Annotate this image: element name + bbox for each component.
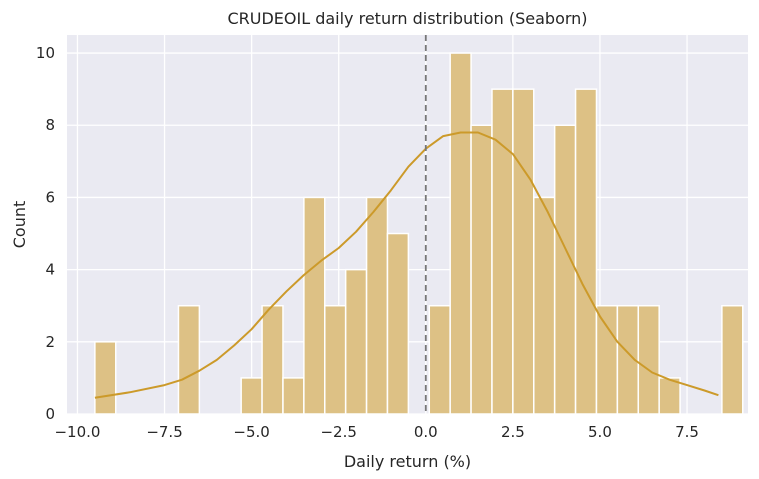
y-tick-label: 0	[45, 405, 55, 423]
x-tick-label: 0.0	[414, 423, 438, 441]
y-tick-label: 4	[45, 261, 55, 279]
histogram-bar	[491, 88, 514, 415]
x-tick-label: −10.0	[54, 423, 100, 441]
x-tick-label: −2.5	[320, 423, 356, 441]
histogram-bars	[94, 52, 744, 415]
y-tick-labels: 0 2 4 6 8 10	[36, 44, 55, 423]
x-tick-label: −7.5	[146, 423, 182, 441]
histogram-bar	[344, 268, 368, 415]
histogram-bar	[658, 377, 681, 415]
histogram-bar	[282, 377, 305, 415]
histogram-bar	[449, 52, 472, 415]
histogram-bar	[533, 196, 556, 415]
histogram-bar	[386, 232, 410, 415]
x-tick-labels: −10.0 −7.5 −5.0 −2.5 0.0 2.5 5.0 7.5	[54, 423, 699, 441]
y-tick-label: 8	[45, 116, 55, 134]
x-tick-label: −5.0	[233, 423, 269, 441]
histogram-bar	[637, 304, 660, 415]
histogram-bar	[470, 124, 493, 415]
y-axis-title: Count	[10, 201, 29, 249]
histogram-bar	[94, 341, 117, 415]
histogram-bar	[240, 377, 263, 415]
histogram-bar	[574, 88, 598, 415]
x-tick-label: 5.0	[588, 423, 612, 441]
x-axis-title: Daily return (%)	[344, 452, 471, 471]
histogram-bar	[595, 304, 619, 415]
y-tick-label: 10	[36, 44, 55, 62]
histogram-bar	[303, 196, 326, 415]
histogram-bar	[512, 88, 535, 415]
histogram-bar	[177, 304, 201, 415]
x-tick-label: 2.5	[501, 423, 525, 441]
histogram-bar	[721, 304, 744, 415]
histogram-bar	[365, 196, 389, 415]
histogram-bar	[261, 304, 284, 415]
chart-title: CRUDEOIL daily return distribution (Seab…	[227, 9, 587, 28]
histogram-bar	[324, 304, 347, 415]
histogram-bar	[553, 124, 577, 415]
x-tick-label: 7.5	[675, 423, 699, 441]
y-tick-label: 6	[45, 188, 55, 206]
y-tick-label: 2	[45, 333, 55, 351]
histogram-bar	[428, 304, 451, 415]
